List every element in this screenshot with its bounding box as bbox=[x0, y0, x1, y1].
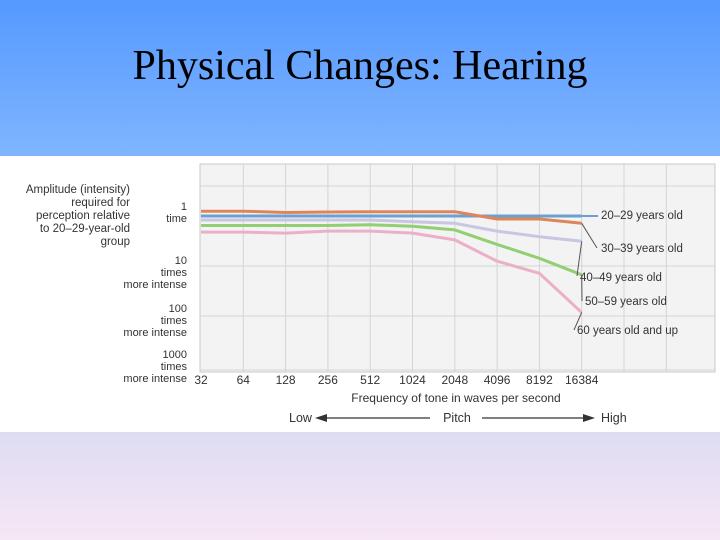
y-tick-line: more intense bbox=[123, 373, 187, 385]
slide-title: Physical Changes: Hearing bbox=[132, 43, 588, 89]
y-tick-line: 1 bbox=[180, 201, 187, 213]
legend: 20–29 years old 30–39 years old 40–49 year… bbox=[573, 210, 683, 337]
hearing-chart: 20–29 years old 30–39 years old 40–49 year… bbox=[194, 163, 716, 425]
y-axis-label-line: group bbox=[100, 236, 130, 248]
figure-panel: Amplitude (intensity) required for perce… bbox=[0, 156, 720, 432]
y-tick-line: 1000 bbox=[162, 349, 187, 361]
pitch-arrowhead-right bbox=[583, 414, 595, 422]
x-tick-label: 8192 bbox=[526, 373, 553, 387]
y-tick-line: times bbox=[160, 315, 187, 327]
x-tick-label: 128 bbox=[276, 373, 296, 387]
y-tick-label-100: 100 times more intense bbox=[100, 303, 187, 339]
pitch-low-label: Low bbox=[289, 411, 313, 425]
y-axis-label-line: required for bbox=[71, 197, 130, 209]
x-tick-label: 1024 bbox=[399, 373, 426, 387]
legend-leader-line bbox=[581, 223, 598, 249]
x-tick-label: 512 bbox=[360, 373, 380, 387]
legend-label: 20–29 years old bbox=[601, 210, 683, 222]
legend-leader-line bbox=[576, 241, 583, 277]
x-tick-label: 256 bbox=[318, 373, 338, 387]
y-tick-line: 10 bbox=[174, 255, 187, 267]
y-tick-line: times bbox=[160, 361, 187, 373]
pitch-arrowhead-left bbox=[315, 414, 327, 422]
y-tick-line: times bbox=[160, 267, 187, 279]
x-tick-label: 32 bbox=[194, 373, 208, 387]
series-line bbox=[201, 209, 582, 225]
series-line bbox=[201, 229, 583, 314]
pitch-label: Pitch bbox=[443, 411, 471, 425]
x-tick-labels: 32 64 128 256 512 1024 2048 4096 8192 16384 bbox=[194, 373, 598, 387]
grid bbox=[200, 164, 715, 372]
y-tick-line: time bbox=[166, 213, 187, 225]
pitch-axis: Low Pitch High bbox=[289, 411, 627, 425]
series-group bbox=[201, 209, 598, 314]
legend-leader-line bbox=[573, 312, 583, 331]
legend-label: 60 years old and up bbox=[577, 325, 678, 337]
y-tick-label-1000: 1000 times more intense bbox=[100, 349, 187, 385]
y-tick-line: more intense bbox=[123, 327, 187, 339]
y-axis-label: Amplitude (intensity) required for perce… bbox=[4, 184, 130, 249]
x-tick-label: 16384 bbox=[565, 373, 599, 387]
y-tick-label-1: 1 time bbox=[100, 201, 187, 225]
legend-label: 50–59 years old bbox=[585, 296, 667, 308]
x-tick-label: 64 bbox=[237, 373, 251, 387]
x-tick-label: 2048 bbox=[441, 373, 468, 387]
pitch-high-label: High bbox=[601, 411, 627, 425]
legend-label: 40–49 years old bbox=[580, 272, 662, 284]
y-axis-label-line: perception relative bbox=[36, 210, 130, 222]
x-axis-label: Frequency of tone in waves per second bbox=[351, 391, 560, 405]
legend-label: 30–39 years old bbox=[601, 243, 683, 255]
y-axis-label-line: Amplitude (intensity) bbox=[25, 184, 130, 196]
y-tick-label-10: 10 times more intense bbox=[100, 255, 187, 291]
series-line bbox=[201, 223, 583, 277]
y-axis-label-line: to 20–29-year-old bbox=[39, 223, 130, 235]
plot-background bbox=[199, 163, 716, 373]
y-tick-line: more intense bbox=[123, 279, 187, 291]
x-tick-label: 4096 bbox=[484, 373, 511, 387]
series-line bbox=[201, 218, 582, 243]
y-tick-line: 100 bbox=[168, 303, 187, 315]
